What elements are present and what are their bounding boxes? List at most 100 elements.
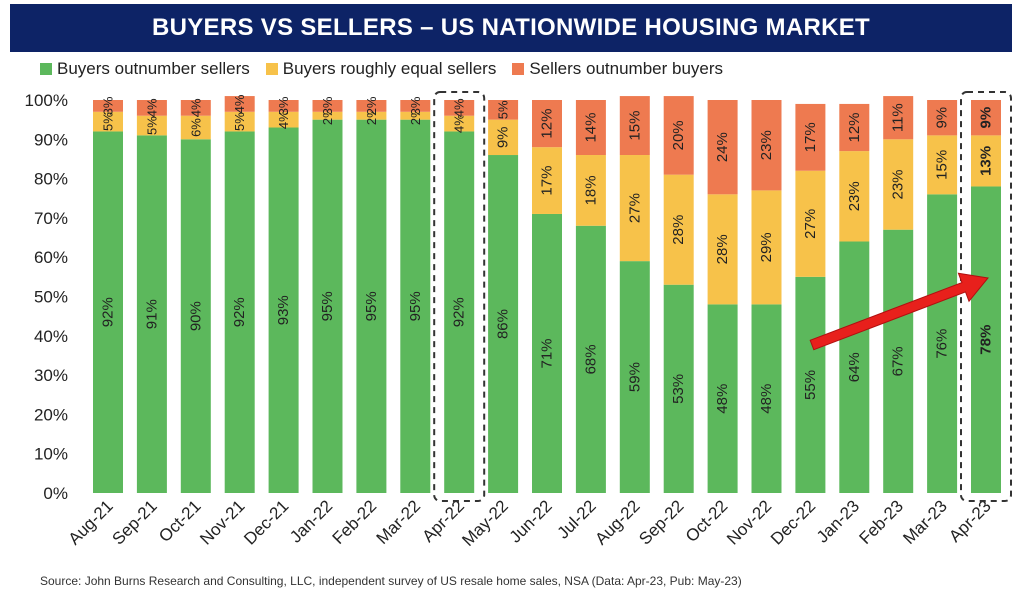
data-label: 9% xyxy=(495,126,512,148)
y-tick-label: 0% xyxy=(43,484,68,503)
bar-segment xyxy=(93,131,123,493)
data-label: 3% xyxy=(320,96,335,115)
x-tick-label: Nov-22 xyxy=(723,496,775,548)
bar-segment xyxy=(707,100,738,195)
bar-segment xyxy=(488,119,519,156)
data-label: 14% xyxy=(582,112,599,142)
data-label: 28% xyxy=(714,234,731,264)
data-label: 4% xyxy=(144,98,159,117)
legend-label: Buyers outnumber sellers xyxy=(57,59,250,78)
bar-segment xyxy=(663,174,694,285)
bar-segment xyxy=(356,100,387,112)
data-label: 3% xyxy=(408,96,423,115)
data-label: 71% xyxy=(539,338,556,368)
bar-segment xyxy=(180,100,211,116)
data-label: 15% xyxy=(934,150,951,180)
bar-segment xyxy=(795,276,826,493)
x-tick-label: Aug-22 xyxy=(591,496,643,548)
data-label: 23% xyxy=(758,130,775,160)
data-label: 13% xyxy=(978,146,995,176)
data-label: 4% xyxy=(188,98,203,117)
bar-segment xyxy=(971,135,1001,187)
data-label: 17% xyxy=(802,122,819,152)
data-label: 92% xyxy=(451,297,468,327)
legend-label: Sellers outnumber buyers xyxy=(529,59,724,78)
bar-segment xyxy=(224,131,255,493)
data-label: 76% xyxy=(934,329,951,359)
bar-segment xyxy=(532,213,562,493)
data-label: 48% xyxy=(758,384,775,414)
data-label: 48% xyxy=(714,384,731,414)
bar-segment xyxy=(268,127,299,493)
x-tick-label: Apr-23 xyxy=(945,496,995,546)
bar-segment xyxy=(444,131,475,493)
legend-swatch-yellow xyxy=(265,63,278,75)
y-tick-label: 90% xyxy=(34,130,68,149)
bar-segment xyxy=(268,111,299,128)
data-label: 23% xyxy=(890,169,907,199)
data-label: 91% xyxy=(143,299,160,329)
data-label: 4% xyxy=(452,114,467,133)
y-tick-label: 60% xyxy=(34,248,68,267)
bar-segment xyxy=(444,115,475,132)
bar-segment xyxy=(883,139,914,230)
data-label: 12% xyxy=(846,112,863,142)
y-tick-label: 70% xyxy=(34,209,68,228)
bar-segment xyxy=(795,170,826,277)
data-label: 78% xyxy=(978,325,995,355)
data-label: 2% xyxy=(364,96,379,115)
bar-segment xyxy=(268,100,299,112)
data-label: 9% xyxy=(978,107,995,129)
bar-segment xyxy=(971,100,1001,136)
data-label: 11% xyxy=(890,103,907,132)
data-label: 92% xyxy=(100,297,117,327)
bar-segment xyxy=(575,225,606,493)
title-banner: BUYERS VS SELLERS – US NATIONWIDE HOUSIN… xyxy=(10,4,1012,52)
data-label: 12% xyxy=(539,109,556,139)
bar-segment xyxy=(224,96,255,112)
x-tick-label: Jan-23 xyxy=(813,496,863,546)
bar-segment xyxy=(93,111,123,132)
bar-segment xyxy=(488,155,519,493)
bar-segment xyxy=(356,119,387,494)
bar-segment xyxy=(619,261,650,493)
data-label: 68% xyxy=(582,344,599,374)
x-tick-label: Dec-22 xyxy=(767,496,819,548)
data-label: 95% xyxy=(363,291,380,321)
data-label: 95% xyxy=(407,291,424,321)
highlight-box xyxy=(433,91,486,502)
bar-segment xyxy=(971,186,1001,493)
data-label: 3% xyxy=(276,96,291,115)
legend-swatch-green xyxy=(40,63,52,75)
data-label: 93% xyxy=(275,295,292,325)
bar-segment xyxy=(927,194,958,493)
data-label: 95% xyxy=(319,291,336,321)
bar-segment xyxy=(136,100,167,116)
data-label: 92% xyxy=(231,297,248,327)
y-tick-label: 100% xyxy=(25,91,68,110)
data-label: 64% xyxy=(846,352,863,382)
bar-segment xyxy=(575,155,606,226)
data-label: 9% xyxy=(934,107,951,129)
bar-segment xyxy=(575,100,606,156)
bar-segment xyxy=(839,151,870,242)
legend-item-sellers-outnumber: Sellers outnumber buyers xyxy=(512,59,723,79)
x-tick-label: Nov-21 xyxy=(196,496,248,548)
y-tick-label: 20% xyxy=(34,405,68,424)
bar-segment xyxy=(312,111,343,120)
x-tick-label: Feb-22 xyxy=(329,496,381,548)
bar-segment xyxy=(751,100,782,191)
y-tick-label: 50% xyxy=(34,288,68,307)
data-label: 24% xyxy=(714,132,731,162)
bar-segment xyxy=(883,229,914,493)
bar-segment xyxy=(927,100,958,136)
bar-segment xyxy=(356,111,387,120)
bar-segment xyxy=(751,190,782,305)
bar-segment xyxy=(312,119,343,494)
x-tick-label: Jan-22 xyxy=(286,496,336,546)
x-tick-label: Sep-21 xyxy=(109,496,161,548)
data-label: 5% xyxy=(101,112,116,131)
data-label: 59% xyxy=(626,362,643,392)
data-label: 28% xyxy=(670,215,687,245)
